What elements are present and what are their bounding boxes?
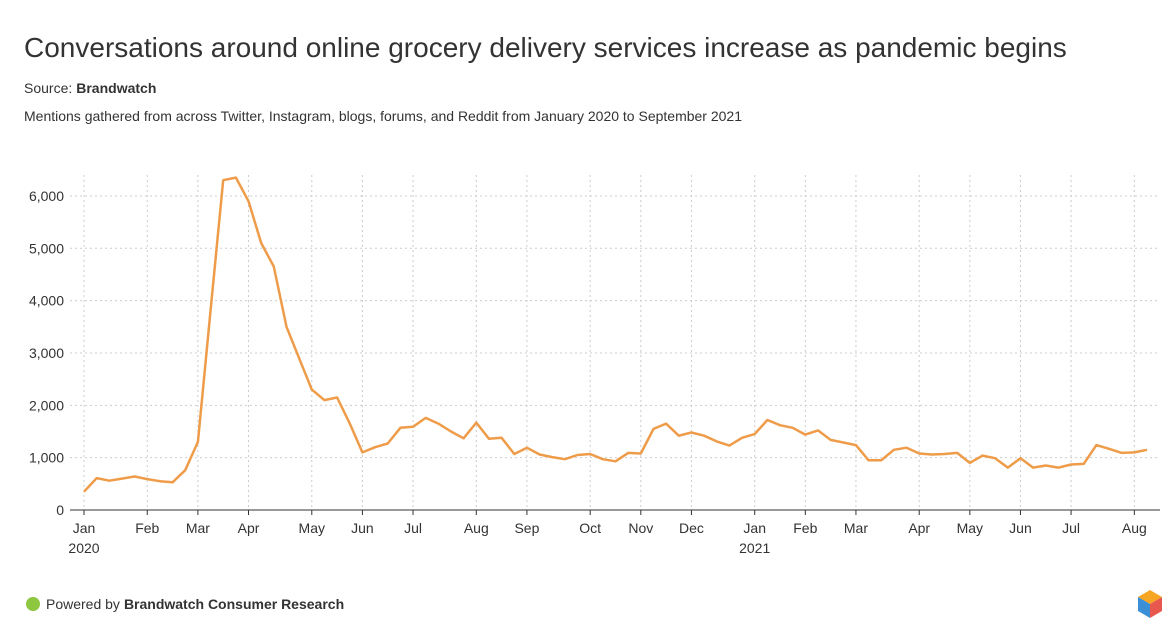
x-tick-label: Aug (1122, 520, 1147, 536)
x-tick-label: Nov (628, 520, 653, 536)
x-tick-label: Apr (908, 520, 930, 536)
x-tick-label: Mar (186, 520, 210, 536)
x-tick-label: Jun (1009, 520, 1032, 536)
x-tick-label: Feb (793, 520, 817, 536)
powered-by-name: Brandwatch Consumer Research (124, 596, 344, 612)
x-tick-label: Aug (464, 520, 489, 536)
x-tick-year: 2021 (739, 540, 770, 556)
chart-title: Conversations around online grocery deli… (24, 32, 1067, 63)
y-tick-label: 1,000 (29, 450, 64, 466)
footer-dot (26, 597, 40, 611)
x-tick-label: May (299, 520, 325, 536)
x-tick-label: Jan (73, 520, 96, 536)
x-tick-label: Sep (514, 520, 539, 536)
x-tick-label: May (957, 520, 983, 536)
x-tick-year: 2020 (68, 540, 99, 556)
x-tick-label: Mar (844, 520, 868, 536)
x-tick-label: Jul (404, 520, 422, 536)
y-tick-label: 5,000 (29, 240, 64, 256)
source-label: Source: (24, 80, 72, 96)
y-tick-label: 6,000 (29, 188, 64, 204)
line (83, 176, 1148, 493)
x-tick-label: Apr (238, 520, 260, 536)
x-tick-label: Jun (351, 520, 374, 536)
subtitle: Mentions gathered from across Twitter, I… (24, 108, 742, 124)
y-tick-label: 3,000 (29, 345, 64, 361)
y-tick-label: 4,000 (29, 293, 64, 309)
y-tick-label: 0 (56, 502, 64, 518)
source: Brandwatch (76, 80, 156, 96)
x-tick-label: Jul (1062, 520, 1080, 536)
x-tick-label: Oct (579, 520, 601, 536)
x-tick-label: Jan (743, 520, 766, 536)
powered-by: Powered by (46, 596, 120, 612)
x-tick-label: Dec (679, 520, 704, 536)
y-tick-label: 2,000 (29, 397, 64, 413)
logo (1138, 590, 1162, 618)
x-tick-label: Feb (135, 520, 159, 536)
